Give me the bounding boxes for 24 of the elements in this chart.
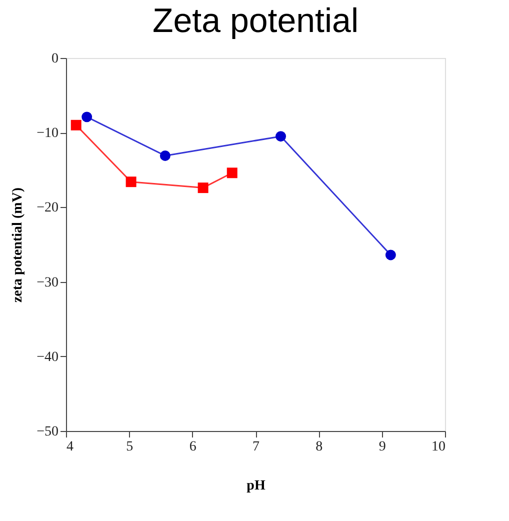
x-tick-label: 7 xyxy=(252,440,260,454)
x-axis-title: pH xyxy=(246,478,266,494)
point xyxy=(82,112,92,122)
x-tick-label: 8 xyxy=(316,440,323,454)
point xyxy=(160,150,170,161)
y-tick-label: −30 xyxy=(36,275,58,290)
point xyxy=(126,176,136,188)
x-tick-label: 9 xyxy=(378,440,386,454)
x-tick-label: 5 xyxy=(126,440,134,454)
y-axis-title: zeta potential (mV) xyxy=(10,187,26,303)
x-tick-label: 10 xyxy=(432,440,446,454)
y-tick-label: −50 xyxy=(36,424,58,440)
chart-title: Zeta potential xyxy=(152,2,359,40)
y-tick-label: −20 xyxy=(36,200,58,216)
y-tick-label: −10 xyxy=(36,126,58,142)
point xyxy=(226,168,238,178)
point xyxy=(198,182,208,194)
y-tick-label: −40 xyxy=(36,350,58,365)
x-tick-label: 6 xyxy=(189,440,196,454)
point xyxy=(276,131,286,142)
point xyxy=(385,250,396,260)
y-tick-label: 0 xyxy=(52,52,58,66)
x-tick-label: 4 xyxy=(66,440,74,454)
point xyxy=(70,120,82,130)
